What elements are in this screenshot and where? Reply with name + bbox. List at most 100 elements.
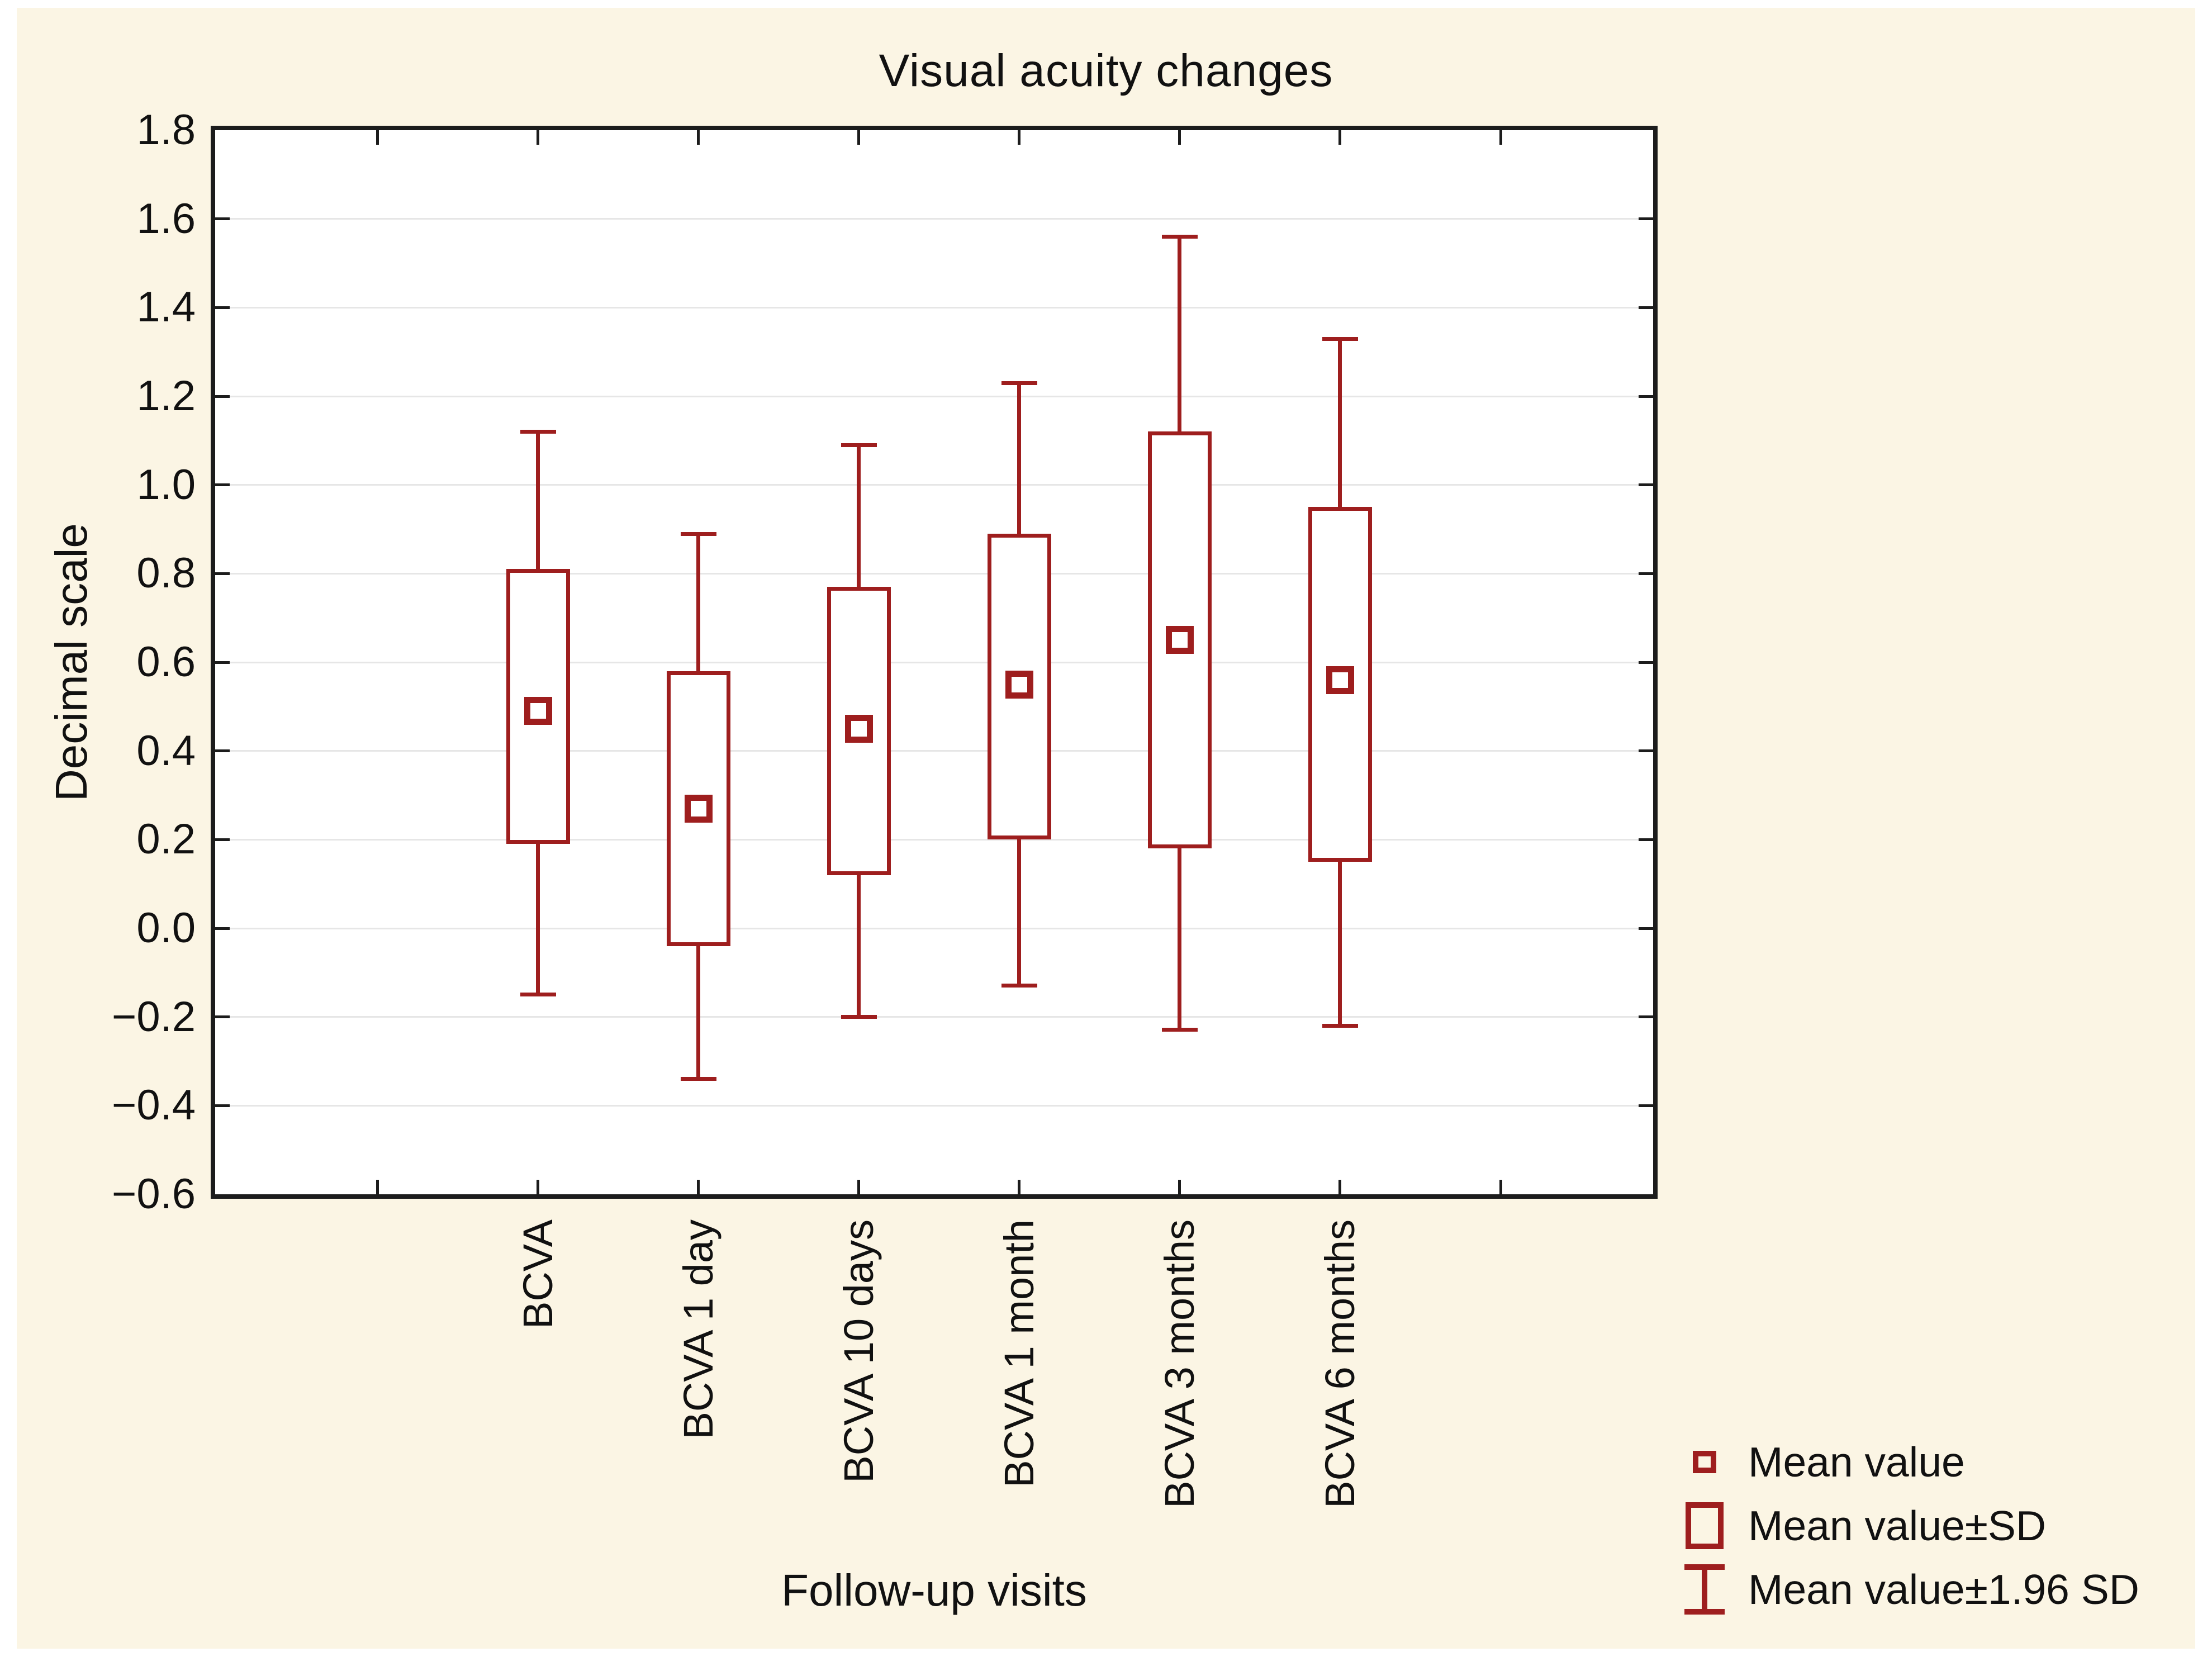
whisker-cap-bottom [680,1076,716,1081]
chart-title: Visual acuity changes [879,45,1333,96]
mean-square-icon [1693,1451,1716,1473]
legend-item-mean-value: Mean value [1665,1430,2139,1494]
plot-area [211,126,1658,1199]
x-category-label: BCVA 6 months [1316,1219,1363,1508]
y-tick [215,395,230,398]
mean-marker [1165,626,1194,654]
x-tick [1178,1180,1181,1194]
y-tick-label: 1.2 [136,372,196,420]
y-tick-label: 1.6 [136,194,196,243]
y-tick [1639,1015,1653,1019]
legend-label: Mean value±1.96 SD [1748,1566,2139,1613]
x-tick [1178,130,1181,145]
y-tick [215,1015,230,1019]
gridline [215,838,1653,841]
x-tick [537,1180,540,1194]
sd-rectangle-icon [1686,1502,1724,1549]
gridline [215,484,1653,486]
x-tick [537,130,540,145]
y-tick [215,661,230,664]
y-tick [215,838,230,841]
mean-marker [1326,666,1354,694]
x-tick [1499,1180,1502,1194]
y-tick-label: 1.4 [136,283,196,331]
y-tick [1639,306,1653,309]
whisker-cap-top [680,531,716,536]
y-tick-label: 0.2 [136,815,196,863]
y-tick-label: 0.8 [136,549,196,597]
x-tick [697,130,700,145]
gridline [215,750,1653,752]
legend-label: Mean value [1748,1439,1965,1485]
x-tick [376,1180,379,1194]
x-category-label: BCVA 1 month [995,1219,1042,1488]
figure-background: Visual acuity changes Decimal scale 1.8 1… [17,8,2195,1649]
whisker-cap-bottom [1001,984,1037,988]
x-category-label: BCVA [514,1219,561,1330]
mean-marker [844,715,873,743]
x-tick [376,130,379,145]
y-tick [215,572,230,575]
x-tick [1018,1180,1021,1194]
y-tick-label: 0.6 [136,638,196,686]
gridline [215,1104,1653,1107]
y-tick [215,306,230,309]
y-tick [1639,927,1653,930]
y-tick-label: −0.6 [111,1170,196,1218]
y-tick-label: 1.0 [136,461,196,509]
y-tick [1639,395,1653,398]
whisker-cap-bottom [841,1014,877,1019]
y-tick-label: 0.4 [136,727,196,775]
legend-item-mean-196sd: Mean value±1.96 SD [1665,1558,2139,1621]
x-tick [1338,130,1342,145]
y-tick [215,217,230,221]
y-tick [1639,838,1653,841]
y-tick [215,749,230,753]
gridline [215,1016,1653,1018]
mean-marker [684,794,713,823]
whisker-cap-top [1322,336,1358,341]
x-category-label: BCVA 1 day [675,1219,721,1440]
legend-label: Mean value±SD [1748,1502,2047,1549]
x-category-label: BCVA 3 months [1156,1219,1203,1508]
x-axis-title: Follow-up visits [781,1565,1087,1615]
y-tick [215,483,230,487]
x-tick [1018,130,1021,145]
y-tick-label: 1.8 [136,106,196,154]
y-tick-label: −0.2 [111,993,196,1041]
x-tick [857,1180,861,1194]
y-tick [215,1104,230,1107]
whisker-cap-top [1001,381,1037,386]
y-tick [1639,749,1653,753]
whisker-cap-bottom [520,993,556,996]
whisker-cap-bottom [1161,1028,1198,1032]
x-tick [1499,130,1502,145]
y-tick [1639,572,1653,575]
y-tick [1639,1104,1653,1107]
y-tick [215,927,230,930]
y-tick-label: −0.4 [111,1081,196,1129]
whisker-cap-top [520,430,556,434]
x-tick [857,130,861,145]
mean-marker [1005,670,1033,699]
legend: Mean value Mean value±SD Mean value±1.96… [1665,1430,2139,1621]
gridline [215,572,1653,575]
whisker-cap-top [841,443,877,448]
gridline [215,927,1653,929]
x-tick [697,1180,700,1194]
x-category-label: BCVA 10 days [835,1219,882,1483]
gridline [215,395,1653,397]
gridline [215,661,1653,663]
mean-marker [524,697,552,725]
y-tick-label: 0.0 [136,904,196,952]
gridline [215,306,1653,308]
y-tick [1639,661,1653,664]
legend-item-mean-sd: Mean value±SD [1665,1494,2139,1558]
whisker-cap-bottom [1322,1023,1358,1028]
x-tick [1338,1180,1342,1194]
gridline [215,218,1653,220]
whisker-ibeam-icon [1684,1564,1725,1615]
whisker-cap-top [1161,235,1198,239]
y-tick [1639,217,1653,221]
y-tick [1639,483,1653,487]
